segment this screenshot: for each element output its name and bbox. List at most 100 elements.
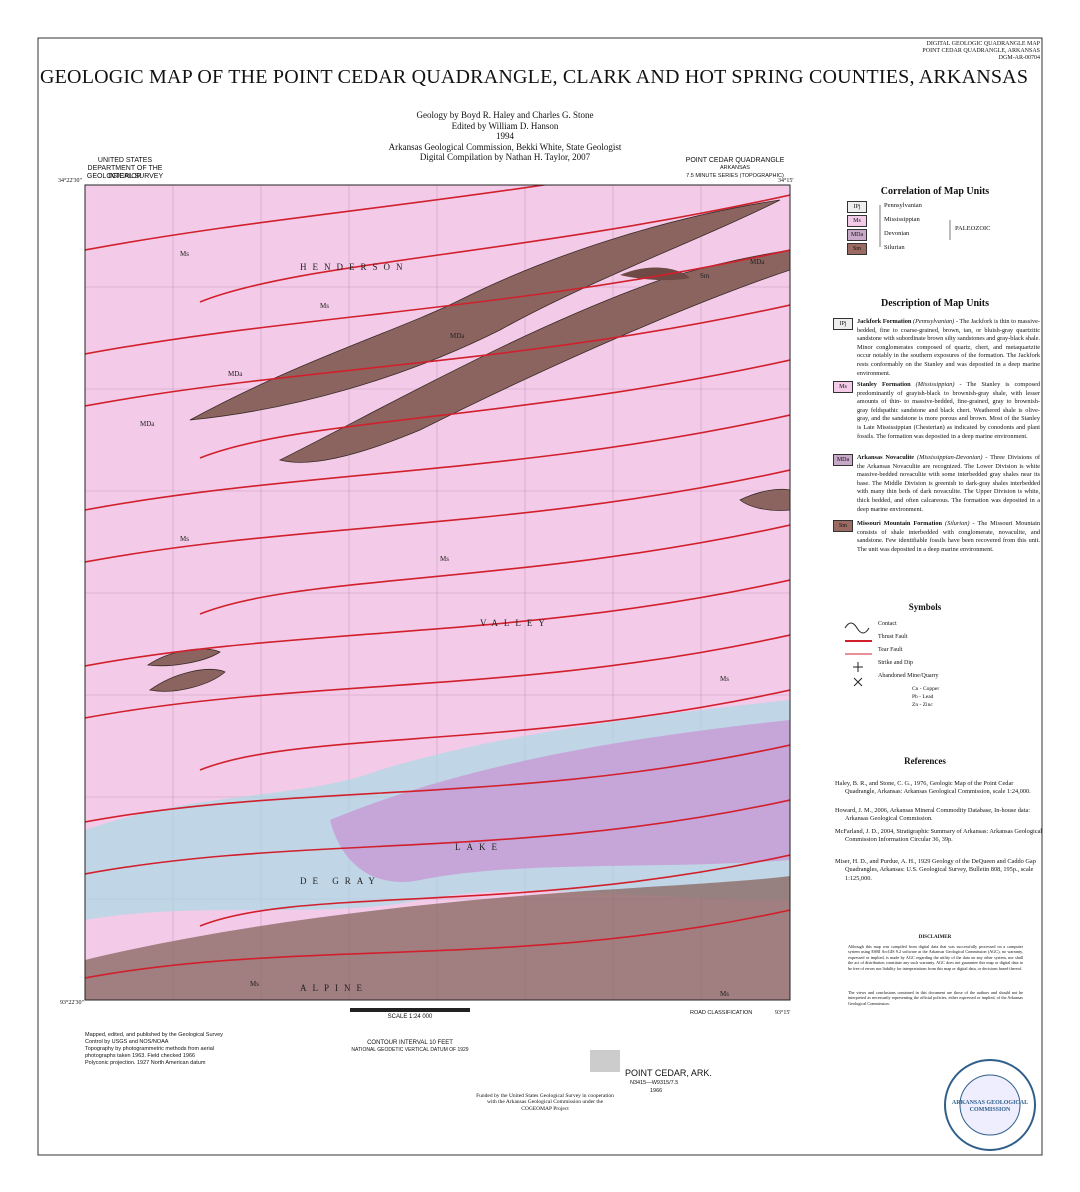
map-label: Ms [440, 555, 449, 563]
lake-main [330, 720, 790, 882]
corner-coordinate: 34°15' [778, 178, 794, 184]
quadrangle-line: POINT CEDAR QUADRANGLE [685, 157, 785, 164]
map-label: DE GRAY [300, 876, 381, 886]
unit-age: (Mississippian-Devonian) [917, 454, 983, 461]
map-label: MDa [750, 258, 765, 266]
thrust-fault [199, 854, 790, 927]
unit-box: IPj [847, 201, 867, 213]
unit-lens [278, 249, 790, 463]
unit-description: Stanley Formation (Mississippian) - The … [857, 381, 1040, 441]
scale-label: SCALE 1:24 000 [387, 1014, 433, 1020]
seal-text: ARKANSAS GEOLOGICAL COMMISSION [951, 1100, 1029, 1113]
series-line: POINT CEDAR QUADRANGLE, ARKANSAS [922, 48, 1040, 54]
disclaimer-text: Although this map was compiled from digi… [848, 944, 1023, 971]
series-line: DGM-AR-00704 [998, 55, 1040, 61]
section-title: References [904, 756, 946, 766]
thrust-fault [85, 634, 790, 719]
period-label: Mississippian [884, 216, 920, 223]
symbol-label: Contact [878, 621, 897, 627]
thrust-fault [199, 194, 790, 303]
map-label: Ms [320, 302, 329, 310]
disclaimer-title: DISCLAIMER [918, 935, 952, 940]
imprint-line: Mapped, edited, and published by the Geo… [85, 1032, 223, 1038]
thrust-fault [85, 249, 790, 355]
credit-line: 1994 [496, 131, 514, 141]
sheet-name: POINT CEDAR, ARK. [625, 1068, 712, 1078]
unit-text: - The Stanley is composed predominantly … [857, 381, 1041, 440]
unit-age: (Pennsylvanian) [912, 318, 955, 325]
quadrangle-line: ARKANSAS [720, 165, 750, 171]
credit-line: Geology by Boyd R. Haley and Charles G. … [416, 110, 594, 120]
unit-text: - Three Divisions of the Arkansas Novacu… [857, 454, 1041, 513]
map-label: MDa [450, 332, 465, 340]
disclaimer-text: The views and conclusions contained in t… [848, 990, 1023, 1006]
symbol-label: Abandoned Mine/Quarry [878, 673, 939, 679]
mineral-label: Zn - Zinc [912, 702, 933, 708]
map-label: Ms [250, 980, 259, 988]
map-label: ALPINE [300, 983, 368, 993]
unit-description: Jackfork Formation (Pennsylvanian) - The… [857, 318, 1040, 378]
symbol-label: Strike and Dip [878, 660, 913, 666]
imprint-line: Topography by photogrammetric methods fr… [85, 1046, 215, 1052]
unit-lens [146, 648, 221, 667]
thrust-fault [85, 304, 790, 407]
period-label: Devonian [884, 230, 910, 237]
mine-symbol [853, 677, 863, 687]
datum-label: NATIONAL GEODETIC VERTICAL DATUM OF 1929 [351, 1047, 469, 1053]
symbol-label: Tear Fault [878, 647, 903, 653]
reference: Miser, H. D., and Purdue, A. H., 1929 Ge… [835, 858, 1036, 882]
funding-note: Funded by the United States Geological S… [476, 1093, 614, 1112]
unit-lens [620, 267, 690, 281]
era-label: PALEOZOIC [955, 225, 991, 232]
sheet-year: 1966 [650, 1088, 663, 1094]
period-label: Silurian [884, 244, 905, 251]
unit-name: Stanley Formation [857, 381, 911, 388]
section-title: Description of Map Units [880, 298, 990, 309]
unit-box: Ms [833, 381, 853, 393]
thrust-fault [85, 185, 550, 251]
reference: Haley, B. R., and Stone, C. G., 1976, Ge… [835, 780, 1031, 796]
unit-text: - The Missouri Mountain consists of shal… [857, 520, 1040, 553]
reference: Howard, J. M., 2006, Arkansas Mineral Co… [835, 807, 1030, 823]
unit-box: MDa [833, 454, 853, 466]
dip-symbol [853, 662, 863, 672]
map-label: Ms [720, 990, 729, 998]
map-label: Ms [720, 675, 729, 683]
unit-lens [189, 199, 781, 421]
section-title: Correlation of Map Units [880, 186, 990, 197]
thrust-fault [199, 359, 790, 459]
unit-age: (Mississippian) [915, 381, 955, 388]
thrust-fault [85, 799, 790, 875]
map-label: HENDERSON [300, 262, 409, 272]
series-line: DIGITAL GEOLOGIC QUADRANGLE MAP [926, 41, 1040, 47]
imprint-line: Control by USGS and NOS/NOAA [85, 1039, 169, 1045]
thrust-fault [199, 689, 790, 771]
unit-name: Arkansas Novaculite [857, 454, 915, 461]
unit-box: Sm [833, 520, 853, 532]
mineral-label: Pb - Lead [912, 694, 934, 700]
thrust-fault [85, 909, 790, 979]
map-label: Sm [700, 272, 710, 280]
unit-description: Arkansas Novaculite (Mississippian-Devon… [857, 454, 1040, 514]
symbol-label: Thrust Fault [878, 634, 908, 640]
unit-box: MDa [847, 229, 867, 241]
contour-label: CONTOUR INTERVAL 10 FEET [367, 1040, 453, 1046]
contact-symbol [844, 622, 870, 634]
map-label: Ms [180, 250, 189, 258]
map-label: MDa [228, 370, 243, 378]
sheet-code: N3415—W9315/7.5 [630, 1080, 679, 1086]
map-label: LAKE [455, 842, 503, 852]
road-classification: ROAD CLASSIFICATION [690, 1010, 753, 1016]
corner-coordinate: 93°15' [775, 1010, 791, 1016]
credit-line: Digital Compilation by Nathan H. Taylor,… [419, 152, 591, 162]
unit-text: - The Jackfork is thin to massive-bedded… [857, 318, 1040, 377]
legend-graphics [350, 205, 1036, 1151]
corner-coordinate: 93°22'30" [60, 1000, 84, 1006]
agency-line: UNITED STATES [97, 157, 153, 164]
faults [85, 185, 790, 979]
unit-lens [739, 488, 790, 511]
unit-age: (Silurian) [944, 520, 970, 527]
reference: McFarland, J. D., 2004, Stratigraphic Su… [835, 828, 1043, 844]
